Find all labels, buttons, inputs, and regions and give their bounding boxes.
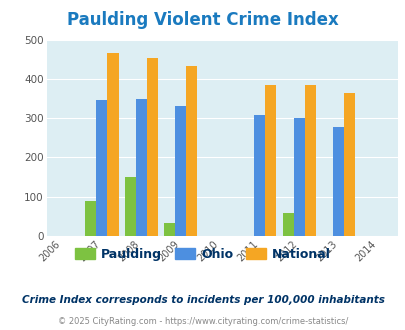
Legend: Paulding, Ohio, National: Paulding, Ohio, National [70, 243, 335, 266]
Bar [96, 100, 107, 236]
Bar [164, 223, 175, 236]
Bar [333, 127, 343, 236]
Bar [175, 106, 186, 236]
Bar [186, 66, 197, 236]
Bar [293, 118, 304, 236]
Bar [343, 93, 354, 236]
Text: © 2025 CityRating.com - https://www.cityrating.com/crime-statistics/: © 2025 CityRating.com - https://www.city… [58, 317, 347, 326]
Bar [304, 85, 315, 236]
Text: Crime Index corresponds to incidents per 100,000 inhabitants: Crime Index corresponds to incidents per… [21, 295, 384, 305]
Bar [147, 58, 158, 236]
Text: Paulding Violent Crime Index: Paulding Violent Crime Index [67, 11, 338, 29]
Bar [124, 177, 136, 236]
Bar [282, 213, 293, 236]
Bar [85, 201, 96, 236]
Bar [136, 99, 147, 236]
Bar [264, 85, 276, 236]
Bar [107, 53, 118, 236]
Bar [254, 115, 264, 236]
